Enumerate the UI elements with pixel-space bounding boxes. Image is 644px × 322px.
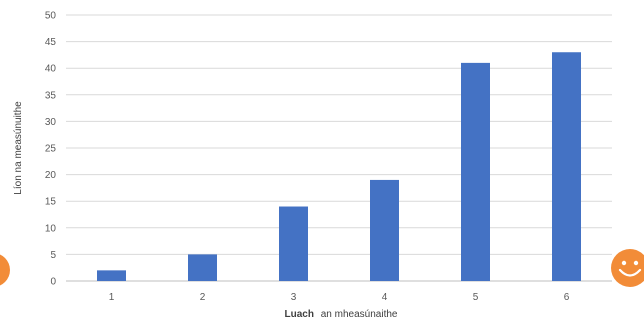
- y-tick-label: 0: [50, 277, 56, 288]
- y-tick-label: 5: [50, 250, 56, 261]
- y-tick-label: 10: [45, 223, 57, 234]
- bar-1: [97, 270, 126, 281]
- x-axis-title-bold: Luach: [285, 309, 314, 320]
- x-tick-label: 3: [291, 292, 297, 303]
- y-tick-label: 50: [45, 11, 57, 22]
- smiley-icon: [0, 254, 10, 286]
- y-tick-label: 40: [45, 64, 57, 75]
- x-tick-label: 2: [200, 292, 206, 303]
- y-axis-title: Líon na measúnuithe: [13, 101, 24, 195]
- bar-2: [188, 254, 217, 281]
- bar-3: [279, 206, 308, 281]
- bars: [97, 52, 581, 281]
- x-axis-title: Luach an mheasúnaithe: [285, 309, 398, 320]
- x-tick-label: 6: [564, 292, 570, 303]
- y-axis-ticks: 0 5 10 15 20 25 30 35 40 45 50: [45, 11, 57, 288]
- gridlines: [66, 14, 612, 282]
- x-axis-title-rest: an mheasúnaithe: [321, 309, 398, 320]
- y-tick-label: 35: [45, 90, 57, 101]
- y-tick-label: 25: [45, 144, 57, 155]
- y-tick-label: 20: [45, 170, 57, 181]
- x-axis-ticks: 1 2 3 4 5 6: [109, 292, 570, 303]
- y-tick-label: 45: [45, 37, 57, 48]
- y-tick-label: 30: [45, 117, 57, 128]
- x-tick-label: 4: [382, 292, 388, 303]
- smiley-icon: [611, 249, 644, 287]
- x-tick-label: 1: [109, 292, 115, 303]
- bar-4: [370, 179, 399, 281]
- bar-6: [552, 52, 581, 281]
- bar-5: [461, 62, 490, 281]
- y-tick-label: 15: [45, 197, 57, 208]
- x-tick-label: 5: [473, 292, 479, 303]
